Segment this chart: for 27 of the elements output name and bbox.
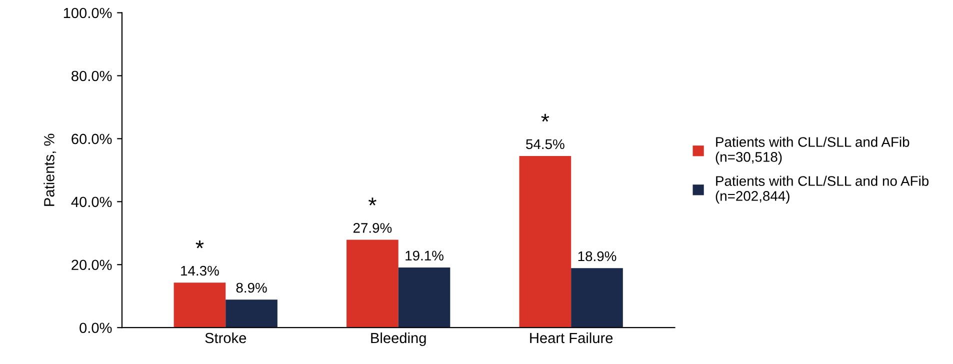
y-tick-label: 0.0% (80, 322, 112, 334)
x-tick-label: Heart Failure (530, 332, 613, 344)
bar (398, 267, 450, 328)
x-tick-label: Stroke (205, 332, 246, 344)
data-label: 14.3% (181, 266, 219, 276)
x-tick-label: Bleeding (371, 332, 426, 346)
y-tick-label: 80.0% (72, 70, 112, 82)
y-tick-label: 100.0% (64, 8, 112, 18)
bar (571, 268, 623, 328)
annotation: * (196, 240, 204, 248)
bar (346, 240, 398, 328)
data-label: 27.9% (353, 223, 392, 233)
legend-label: Patients with CLL/SLL and no AFib (n=202,844) (716, 176, 929, 204)
bar (226, 300, 278, 328)
y-tick-label: 60.0% (72, 134, 112, 144)
bar (174, 282, 226, 328)
bar (519, 156, 572, 328)
y-axis-title: Patients, % (44, 134, 56, 206)
data-label: 54.5% (526, 139, 564, 150)
data-label: 19.1% (406, 250, 444, 261)
legend-label: Patients with CLL/SLL and AFib (n=30,518) (716, 136, 910, 165)
annotation: * (541, 114, 550, 122)
data-label: 8.9% (236, 282, 267, 293)
y-tick-label: 20.0% (72, 260, 112, 270)
annotation: * (368, 198, 376, 206)
data-label: 18.9% (578, 251, 616, 262)
y-tick-label: 40.0% (71, 196, 112, 208)
